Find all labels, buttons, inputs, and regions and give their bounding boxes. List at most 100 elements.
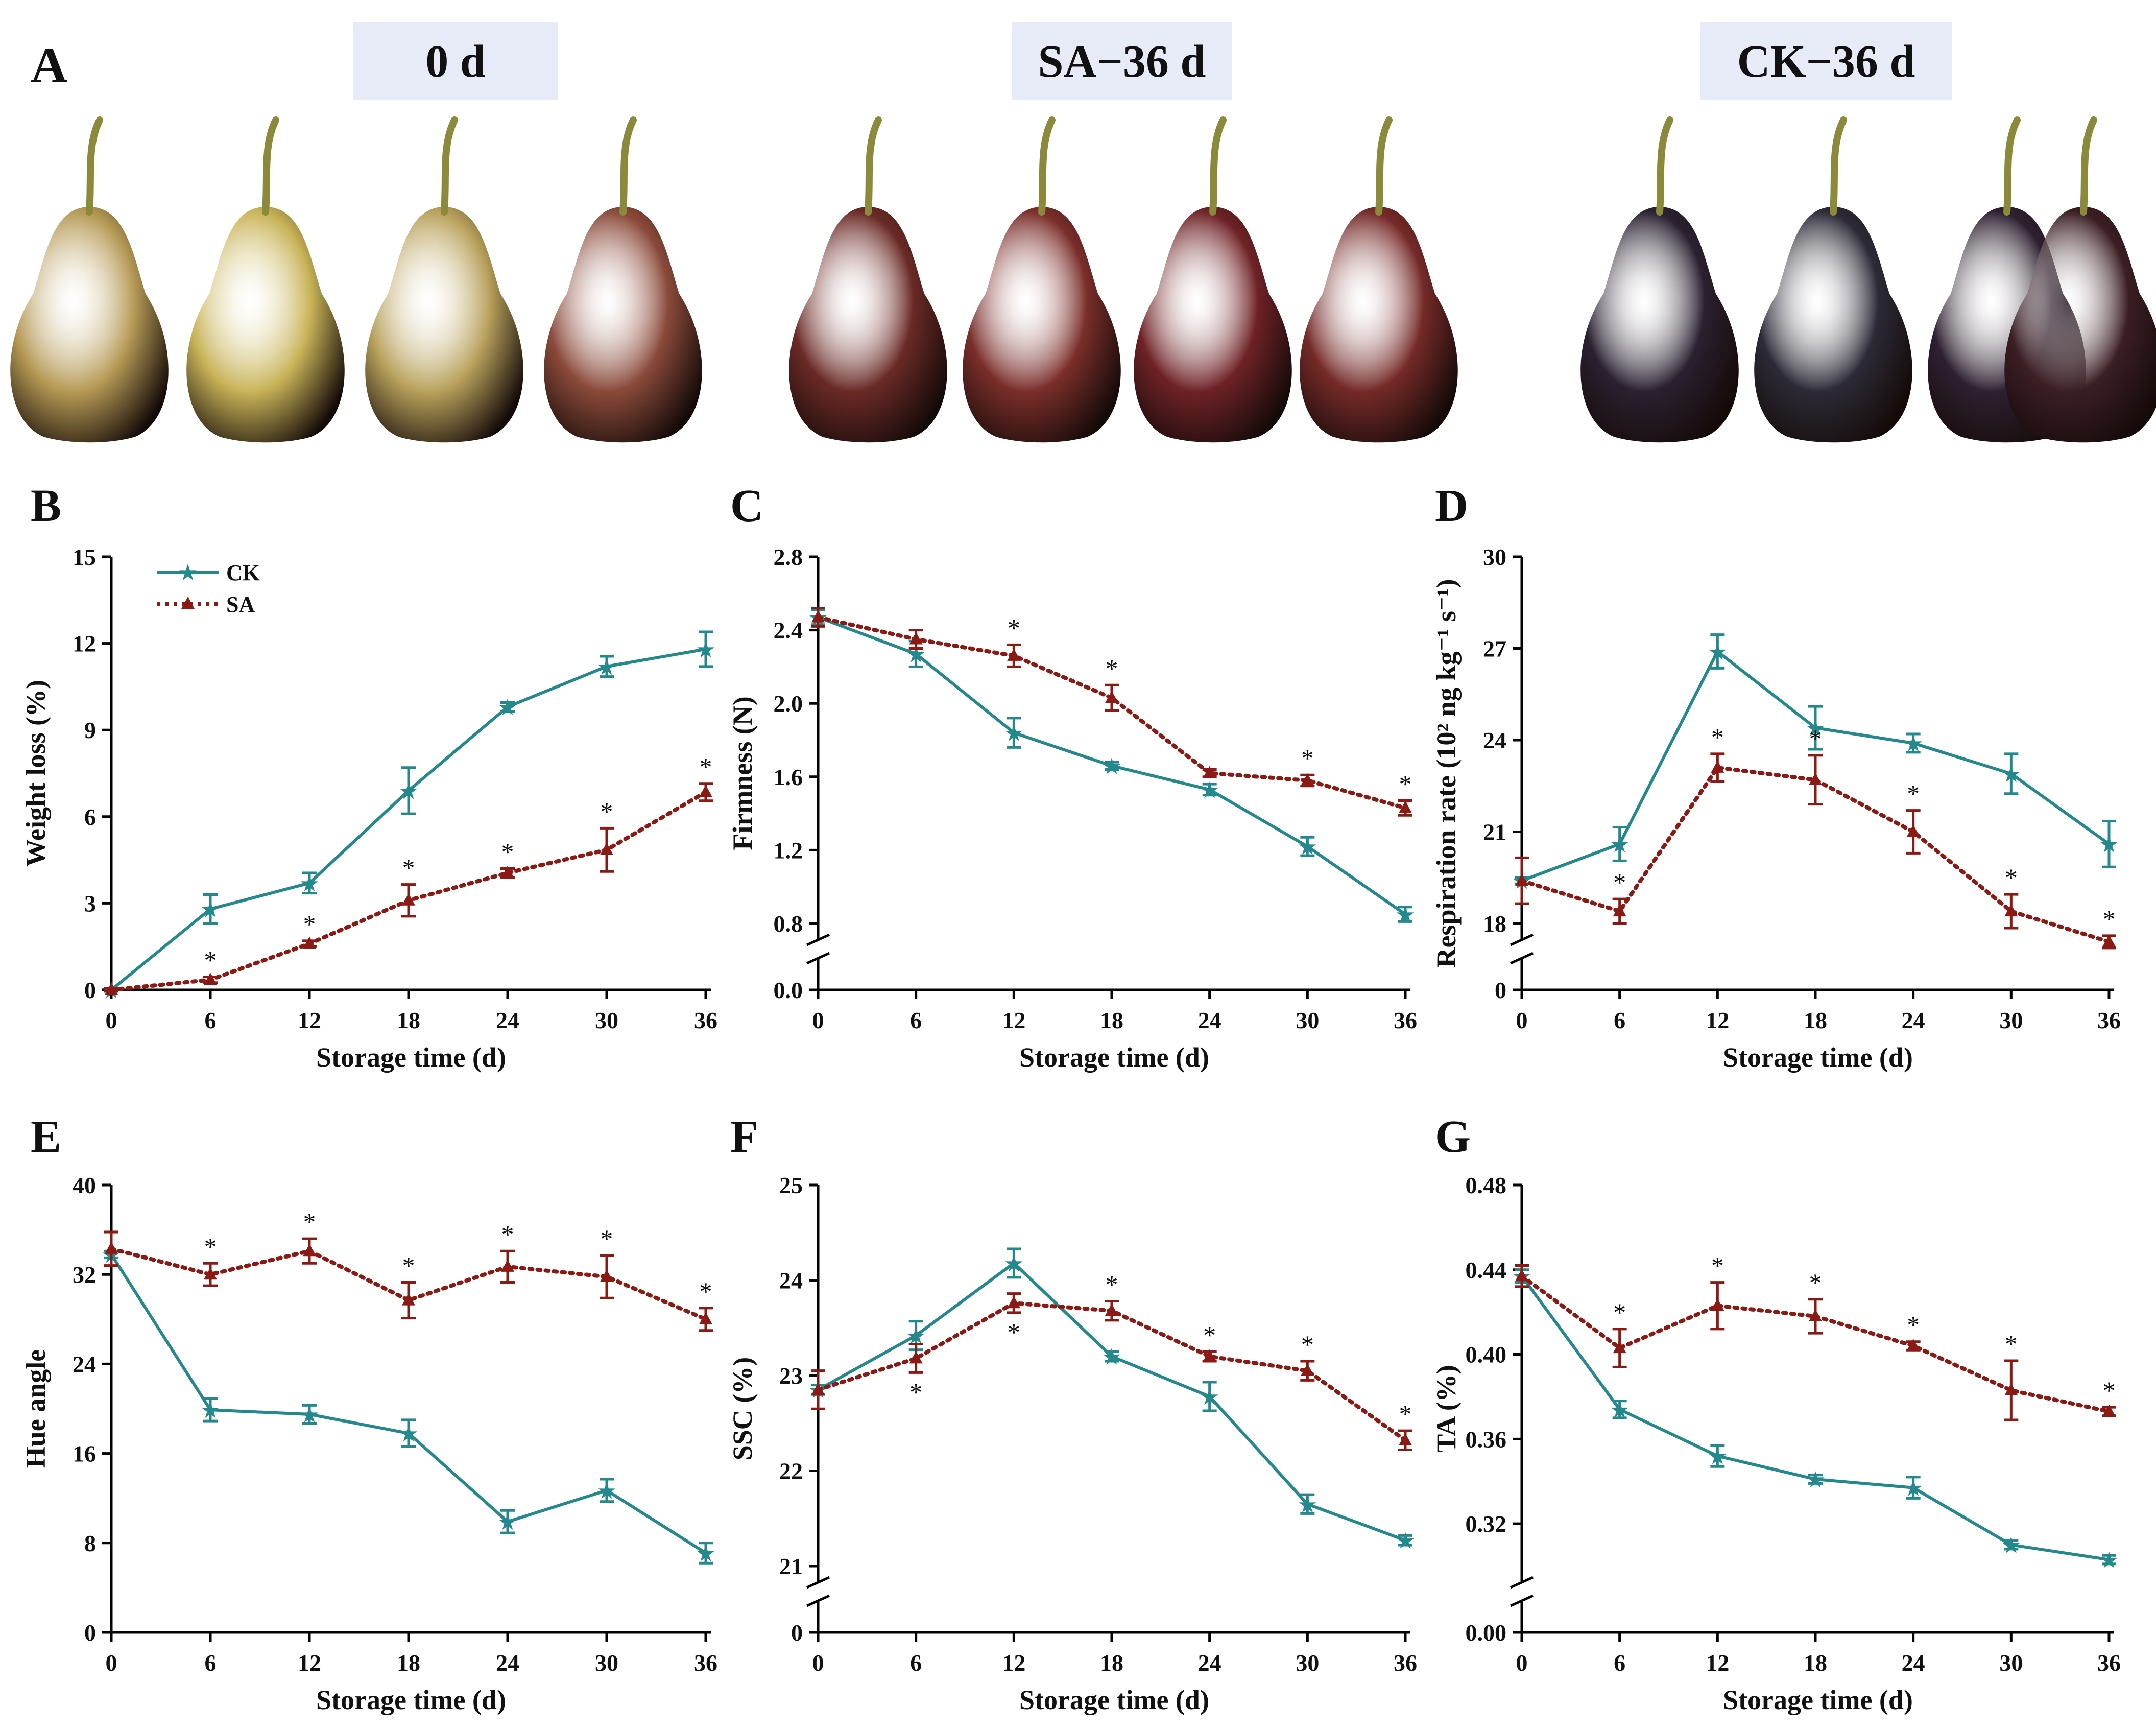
x-axis-label: Storage time (d) <box>316 1685 506 1715</box>
fruit-stem-1-2 <box>1209 116 1227 216</box>
data-point-sa <box>402 1293 415 1306</box>
x-tick-label: 18 <box>1100 1007 1123 1033</box>
y-tick-label: 2.0 <box>774 691 803 717</box>
significance-star: * <box>700 1277 712 1306</box>
significance-star: * <box>1809 1268 1822 1297</box>
significance-star: * <box>1711 1251 1724 1280</box>
y-tick-label: 15 <box>73 544 96 570</box>
fruit-stem-1-0 <box>865 116 882 216</box>
significance-star: * <box>1613 868 1626 896</box>
significance-star: * <box>1399 1400 1412 1428</box>
x-tick-label: 12 <box>298 1007 321 1033</box>
fruit-0-1 <box>186 207 345 443</box>
y-tick-label: 0.36 <box>1466 1426 1507 1452</box>
x-tick-label: 30 <box>1296 1650 1319 1676</box>
x-tick-label: 24 <box>1198 1650 1221 1676</box>
data-point-ck: ★ <box>497 695 517 720</box>
x-tick-label: 30 <box>1999 1007 2023 1033</box>
x-tick-label: 18 <box>1100 1650 1123 1676</box>
y-tick-label: 3 <box>84 890 96 916</box>
fruit-1-0 <box>789 207 947 443</box>
significance-star: * <box>1106 654 1118 682</box>
y-axis-label: SSC (%) <box>727 1357 758 1461</box>
x-tick-label: 36 <box>1394 1650 1417 1676</box>
data-point-sa <box>699 1312 712 1324</box>
data-point-ck: ★ <box>398 779 418 804</box>
y-tick-label: 22 <box>779 1458 803 1484</box>
data-point-ck: ★ <box>1004 721 1024 746</box>
significance-star: * <box>1106 1270 1118 1299</box>
axis-break-mark <box>1510 933 1534 946</box>
fruit-1-1 <box>963 207 1121 443</box>
panel-letter-f: F <box>730 1111 758 1162</box>
data-point-sa <box>1399 800 1412 813</box>
data-point-ck: ★ <box>1395 903 1415 928</box>
significance-star: * <box>1399 769 1412 798</box>
data-point-sa <box>1809 1309 1822 1321</box>
panel-letter-b: B <box>31 481 61 531</box>
x-tick-label: 0 <box>1516 1650 1528 1676</box>
chart-panel-c: C 0.0 0.8 1.2 1.6 2.0 2.4 2.8 0 6 12 18 24 30 36 Storag… <box>727 481 1417 1073</box>
significance-star: * <box>909 1378 922 1406</box>
chart-panel-f: F 0 21 22 23 24 25 0 6 12 18 24 30 36 Storage time (d)… <box>727 1111 1417 1715</box>
x-tick-label: 30 <box>595 1007 618 1033</box>
data-point-sa <box>1711 1298 1724 1311</box>
fruit-stem-2-2 <box>2003 116 2021 216</box>
y-tick-label-break: 0.00 <box>1466 1620 1507 1646</box>
y-tick-label: 23 <box>779 1363 803 1389</box>
x-tick-label: 6 <box>1614 1007 1625 1033</box>
data-point-ck: ★ <box>1610 832 1630 857</box>
significance-star: * <box>204 946 217 975</box>
data-point-sa <box>501 1259 514 1272</box>
fruit-2-0 <box>1580 207 1739 443</box>
x-tick-label: 18 <box>397 1007 420 1033</box>
data-point-ck: ★ <box>596 1479 616 1504</box>
significance-star: * <box>1008 613 1020 642</box>
significance-star: * <box>1008 1318 1020 1346</box>
y-tick-label: 0.8 <box>774 911 803 937</box>
y-tick-label: 0.40 <box>1466 1342 1507 1368</box>
y-tick-label: 0.44 <box>1466 1257 1507 1283</box>
y-tick-label: 16 <box>73 1441 96 1467</box>
group-label-ck-36d: CK−36 d <box>1700 22 1952 100</box>
data-point-ck: ★ <box>1298 1492 1317 1518</box>
y-tick-label: 24 <box>73 1351 96 1377</box>
data-point-sa <box>811 1382 825 1395</box>
data-point-sa <box>909 632 923 645</box>
x-tick-label: 36 <box>2097 1007 2121 1033</box>
y-tick-label-break: 0 <box>791 1620 803 1646</box>
data-point-ck: ★ <box>1903 731 1923 756</box>
significance-star: * <box>2005 1330 2018 1358</box>
fruit-2-1 <box>1754 207 1912 443</box>
fruit-stem-0-1 <box>262 116 279 216</box>
data-point-ck: ★ <box>696 1542 715 1567</box>
data-point-ck: ★ <box>1200 1385 1219 1410</box>
axis-break-mark <box>806 1576 830 1589</box>
y-tick-label: 0 <box>84 1620 96 1646</box>
data-point-ck: ★ <box>2099 1548 2119 1573</box>
data-point-sa <box>811 610 825 623</box>
fruit-stem-2-0 <box>1656 116 1673 216</box>
data-point-sa <box>1399 1433 1412 1445</box>
data-point-sa <box>1711 760 1724 773</box>
significance-star: * <box>402 1251 415 1280</box>
data-point-ck: ★ <box>200 1398 220 1423</box>
data-point-ck: ★ <box>1610 1397 1630 1423</box>
x-axis-label: Storage time (d) <box>1019 1042 1209 1073</box>
x-tick-label: 18 <box>397 1650 420 1676</box>
y-tick-label: 0.48 <box>1466 1172 1507 1198</box>
fruit-photo-row <box>10 116 2156 443</box>
data-point-sa <box>402 893 415 906</box>
data-point-ck: ★ <box>2099 832 2119 857</box>
axis-break-mark <box>806 1594 830 1607</box>
data-point-sa <box>1809 772 1822 785</box>
fruit-stem-0-0 <box>86 116 103 216</box>
chart-panel-d: D 0 18 21 24 27 30 0 6 12 18 24 30 36 Storage time (d)… <box>1431 481 2121 1073</box>
x-tick-label: 30 <box>1296 1007 1319 1033</box>
axis-break-mark <box>1510 952 1534 965</box>
data-point-sa <box>2004 1383 2018 1396</box>
data-point-sa <box>2004 904 2018 917</box>
data-point-sa <box>1515 873 1528 886</box>
